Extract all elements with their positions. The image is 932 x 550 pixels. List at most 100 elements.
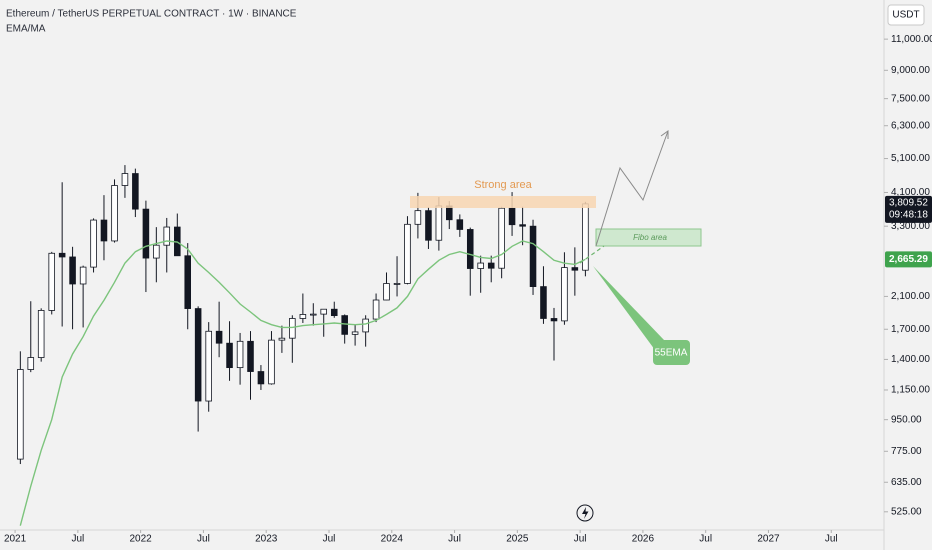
y-tick-label: 1,150.00	[891, 385, 930, 396]
candle-body	[477, 262, 484, 269]
candle-body	[550, 318, 558, 322]
callout-pointer	[593, 266, 664, 350]
candle-body	[142, 208, 150, 259]
candle-body	[132, 173, 139, 210]
candle-body	[236, 340, 244, 369]
candle-body	[226, 342, 233, 369]
event-icon-bolt	[582, 507, 589, 519]
strong-area-label: Strong area	[474, 179, 532, 191]
candle-body	[278, 337, 286, 341]
candle-body	[571, 267, 579, 271]
candle-body	[383, 283, 390, 301]
y-tick-label: 3,300.00	[891, 221, 930, 232]
x-tick-label: Jul	[699, 534, 712, 545]
currency-box[interactable]	[887, 4, 925, 26]
y-tick-label: 525.00	[891, 506, 922, 517]
candle-body	[540, 286, 547, 319]
y-tick-label: 7,500.00	[891, 93, 930, 104]
y-tick-label: 5,100.00	[891, 153, 930, 164]
candle-body	[310, 313, 317, 316]
countdown: 09:48:18	[889, 210, 928, 221]
candle-body	[487, 262, 495, 269]
x-tick-label: 2023	[255, 534, 278, 545]
y-tick-label: 2,100.00	[891, 291, 930, 302]
y-tick-label: 775.00	[891, 446, 922, 457]
candle-body	[163, 226, 171, 246]
candle-body	[27, 357, 35, 370]
currency: USDT	[892, 10, 919, 21]
candle-body	[247, 340, 254, 372]
candle-body	[299, 314, 307, 319]
candle-body	[17, 369, 24, 460]
y-tick-label: 6,300.00	[891, 120, 930, 131]
candle-body	[561, 267, 568, 322]
x-tick-label: 2021	[4, 534, 27, 545]
chart-title: Ethereum / TetherUS PERPETUAL CONTRACT ·…	[6, 9, 297, 20]
candle-body	[498, 207, 505, 269]
candle-body	[194, 308, 202, 402]
y-tick-label: 11,000.00	[891, 34, 932, 45]
callout-box	[653, 340, 690, 365]
y-tick-label: 635.00	[891, 477, 922, 488]
candle-body	[404, 223, 411, 284]
candle-body	[153, 244, 160, 259]
candle-body	[111, 185, 118, 242]
x-tick-label: Jul	[71, 534, 84, 545]
candle-body	[205, 330, 212, 402]
candle-body	[435, 205, 443, 241]
y-tick-label: 950.00	[891, 414, 922, 425]
last-price-box	[885, 195, 932, 223]
plot-area	[17, 165, 589, 526]
indicator-name: EMA/MA	[6, 24, 46, 35]
candle-body	[268, 339, 275, 385]
candle-body	[48, 252, 56, 311]
strong-area-zone	[410, 196, 596, 208]
candle-body	[100, 219, 108, 242]
x-tick-label: 2027	[757, 534, 780, 545]
candle-body	[529, 225, 537, 287]
candle-body	[37, 310, 45, 358]
candle-body	[351, 331, 359, 335]
ema-value-label: 2,665.29	[889, 254, 928, 265]
x-tick-label: Jul	[574, 534, 587, 545]
candle-body	[69, 256, 76, 285]
y-tick-label: 9,000.00	[891, 65, 930, 76]
arrow-head	[660, 130, 669, 139]
price-projection	[595, 130, 669, 247]
ema-line	[19, 240, 586, 526]
candle-body	[184, 255, 192, 309]
last-price-label: 3,809.52	[889, 198, 928, 209]
candle-body	[320, 308, 327, 315]
drawings: Strong area Fibo area 55EMA	[410, 130, 702, 522]
candle-body	[289, 318, 296, 339]
y-tick-label: 1,700.00	[891, 324, 930, 335]
candle-body	[58, 252, 66, 258]
x-tick-label: 2024	[381, 534, 404, 545]
ema-value-box	[885, 251, 932, 268]
x-tick-label: 2022	[130, 534, 153, 545]
candle-body	[372, 299, 380, 320]
x-tick-label: Jul	[323, 534, 336, 545]
dashed-projection	[579, 245, 605, 264]
fibo-area-zone	[595, 228, 702, 247]
x-tick-label: Jul	[448, 534, 461, 545]
candle-body	[393, 283, 401, 285]
candle-body	[466, 229, 474, 269]
x-tick-label: Jul	[825, 534, 838, 545]
candle-body	[215, 330, 223, 344]
candle-body	[79, 266, 87, 285]
callout-label: 55EMA	[655, 348, 688, 359]
x-tick-label: 2026	[632, 534, 655, 545]
candle-body	[121, 173, 129, 186]
x-tick-label: 2025	[506, 534, 529, 545]
candle-body	[456, 219, 464, 230]
event-icon[interactable]	[576, 504, 594, 522]
y-tick-label: 1,400.00	[891, 354, 930, 365]
candle-body	[330, 308, 338, 317]
y-tick-label: 4,100.00	[891, 187, 930, 198]
candle-body	[414, 210, 422, 225]
candle-body	[519, 224, 526, 227]
candle-body	[257, 371, 265, 385]
